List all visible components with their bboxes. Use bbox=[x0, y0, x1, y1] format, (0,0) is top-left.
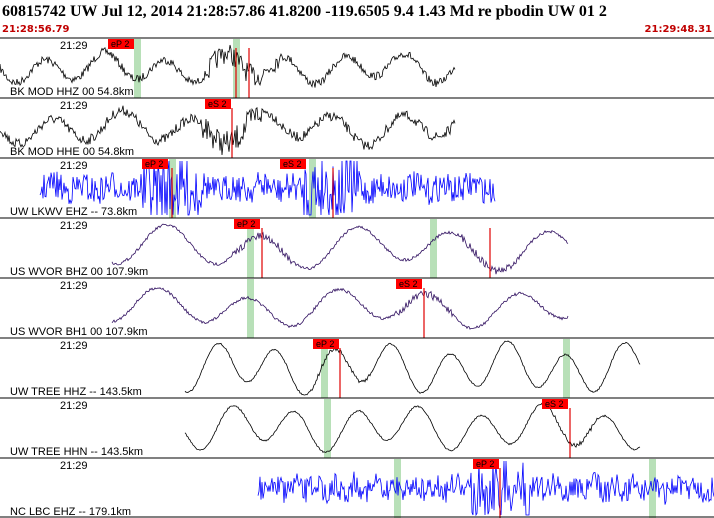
pick-window bbox=[247, 219, 254, 278]
pick-label: eS 2 bbox=[208, 99, 227, 109]
pick-label: eS 2 bbox=[283, 159, 302, 169]
pick-label: eS 2 bbox=[399, 279, 418, 289]
pick-window bbox=[321, 339, 328, 398]
trace-label: UW TREE HHZ -- 143.5km bbox=[10, 386, 142, 398]
trace-time: 21:29 bbox=[60, 280, 88, 292]
trace-time: 21:29 bbox=[60, 160, 88, 172]
trace-label: NC LBC EHZ -- 179.1km bbox=[10, 506, 131, 518]
pick-box bbox=[473, 459, 499, 469]
pick-window bbox=[324, 399, 331, 458]
pick-window bbox=[563, 339, 570, 398]
trace-label: BK MOD HHE 00 54.8km bbox=[10, 146, 134, 158]
trace-time: 21:29 bbox=[60, 340, 88, 352]
pick-box bbox=[313, 339, 339, 349]
pick-window bbox=[247, 279, 254, 338]
pick-box bbox=[142, 159, 168, 169]
waveform bbox=[184, 340, 641, 396]
waveform bbox=[111, 287, 569, 330]
pick-label: eS 2 bbox=[545, 399, 564, 409]
pick-box bbox=[234, 219, 260, 229]
trace-label: UW LKWV EHZ -- 73.8km bbox=[10, 206, 137, 218]
waveform bbox=[184, 402, 641, 454]
pick-label: eP 2 bbox=[316, 339, 334, 349]
waveform bbox=[257, 460, 714, 517]
pick-label: eP 2 bbox=[145, 159, 163, 169]
pick-box bbox=[205, 99, 231, 109]
pick-window bbox=[649, 459, 656, 518]
pick-box bbox=[542, 399, 568, 409]
waveform bbox=[111, 223, 569, 275]
trace-time: 21:29 bbox=[60, 460, 88, 472]
trace-time: 21:29 bbox=[60, 40, 88, 52]
end-time: 21:29:48.31 bbox=[645, 24, 713, 35]
pick-box bbox=[280, 159, 306, 169]
trace-label: US WVOR BH1 00 107.9km bbox=[10, 326, 148, 338]
pick-label: eP 2 bbox=[111, 39, 129, 49]
event-header: 60815742 UW Jul 12, 2014 21:28:57.86 41.… bbox=[2, 3, 607, 20]
trace-label: BK MOD HHZ 00 54.8km bbox=[10, 86, 133, 98]
pick-window bbox=[309, 159, 316, 218]
trace-time: 21:29 bbox=[60, 100, 88, 112]
pick-box bbox=[108, 39, 134, 49]
trace-time: 21:29 bbox=[60, 400, 88, 412]
pick-window bbox=[430, 219, 437, 278]
trace-label: UW TREE HHN -- 143.5km bbox=[10, 446, 143, 458]
waveform bbox=[0, 44, 456, 88]
pick-box bbox=[396, 279, 422, 289]
pick-label: eP 2 bbox=[237, 219, 255, 229]
trace-time: 21:29 bbox=[60, 220, 88, 232]
pick-window bbox=[134, 39, 141, 98]
start-time: 21:28:56.79 bbox=[2, 24, 70, 35]
pick-label: eP 2 bbox=[476, 459, 494, 469]
waveform bbox=[39, 160, 496, 216]
trace-label: US WVOR BHZ 00 107.9km bbox=[10, 266, 148, 278]
waveform bbox=[0, 105, 456, 156]
